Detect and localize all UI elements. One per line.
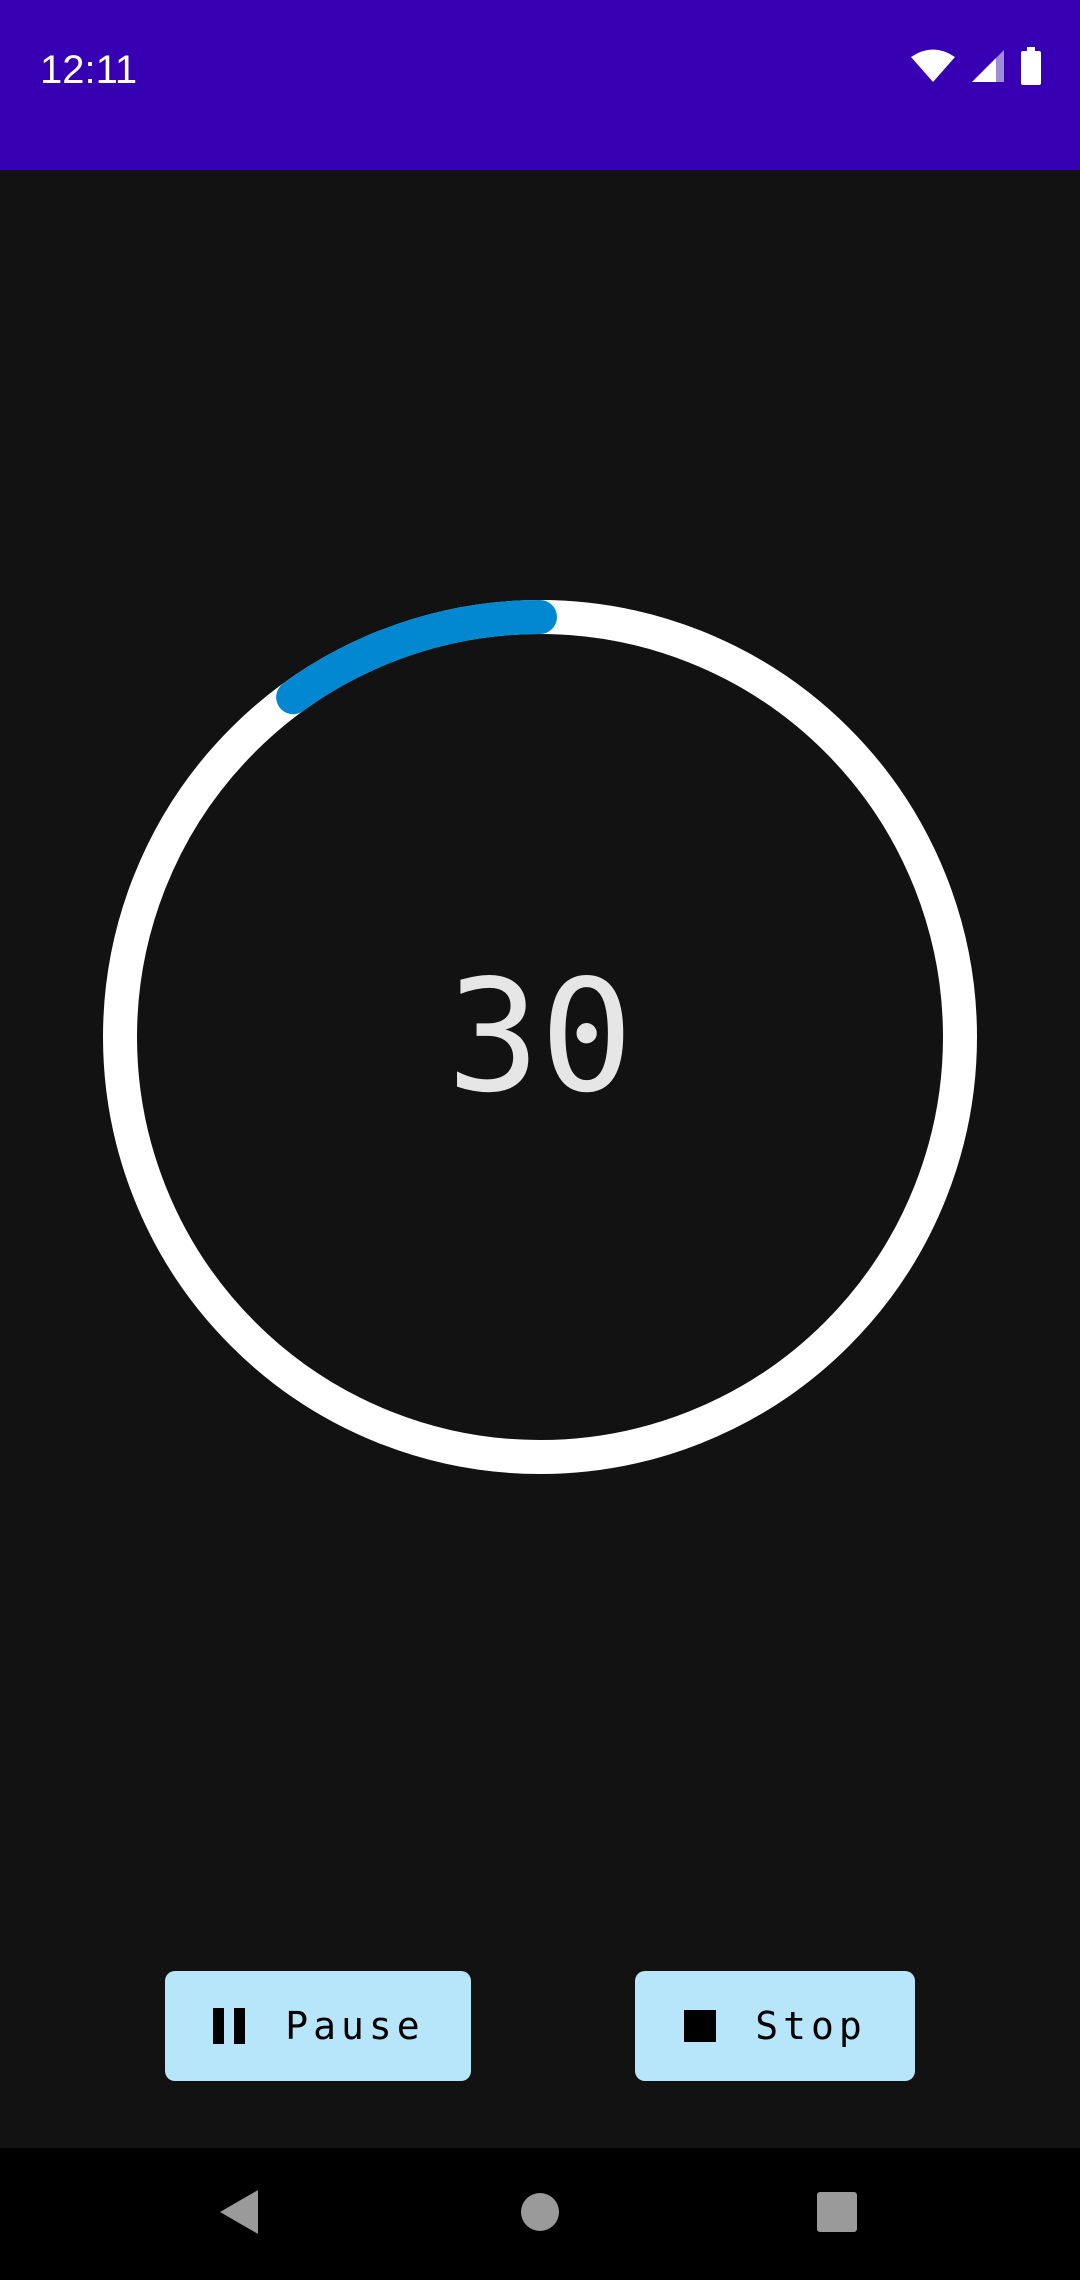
recents-button[interactable] — [787, 2168, 887, 2260]
stop-button[interactable]: Stop — [635, 1971, 915, 2081]
back-icon — [218, 2188, 262, 2241]
pause-label: Pause — [285, 2004, 425, 2048]
pause-icon — [211, 2006, 247, 2046]
signal-icon — [970, 48, 1006, 89]
back-button[interactable] — [190, 2168, 290, 2260]
stop-icon — [683, 2009, 717, 2043]
home-icon — [520, 2192, 560, 2237]
home-button[interactable] — [490, 2168, 590, 2260]
battery-icon — [1020, 46, 1042, 90]
pause-button[interactable]: Pause — [165, 1971, 471, 2081]
timer-value: 30 — [446, 946, 634, 1127]
timer-display: 30 — [103, 600, 977, 1474]
timer-progress-arc — [276, 600, 557, 715]
status-time: 12:11 — [40, 48, 138, 92]
wifi-icon — [910, 48, 956, 89]
timer-screen — [0, 170, 1080, 2148]
status-icons — [910, 46, 1042, 90]
stop-label: Stop — [755, 2004, 867, 2048]
navigation-bar — [0, 2148, 1080, 2280]
recents-icon — [816, 2191, 858, 2238]
status-bar: 12:11 — [0, 0, 1080, 170]
